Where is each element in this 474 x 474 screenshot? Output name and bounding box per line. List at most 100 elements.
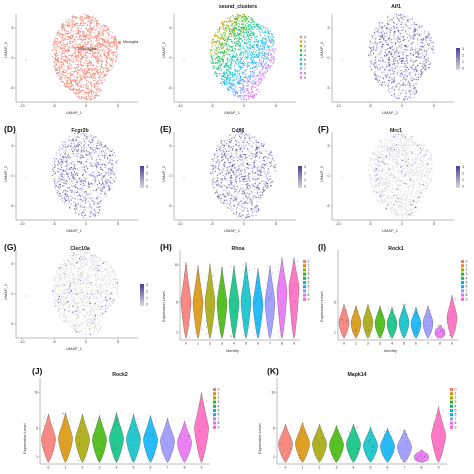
umap-point [93, 52, 95, 55]
umap-point [59, 72, 61, 74]
umap-point [413, 92, 415, 94]
umap-point [375, 77, 377, 79]
umap-point [397, 94, 399, 96]
umap-point [97, 71, 99, 73]
umap-point [233, 77, 235, 79]
umap-point [96, 92, 98, 94]
umap-point [88, 20, 90, 22]
umap-point [106, 44, 108, 46]
umap-point [59, 177, 61, 179]
umap-point [69, 74, 71, 76]
umap-point [432, 42, 434, 44]
umap-point [113, 40, 116, 42]
umap-point [248, 38, 250, 40]
umap-point [229, 18, 231, 20]
umap-point [55, 50, 58, 52]
umap-point [429, 42, 431, 45]
umap-point [234, 48, 237, 50]
umap-point [81, 40, 83, 42]
umap-point [55, 158, 58, 160]
umap-point [79, 200, 81, 202]
umap-point [73, 161, 75, 163]
umap-point [54, 49, 56, 51]
umap-point [406, 45, 408, 47]
umap-point [225, 83, 227, 85]
umap-point [112, 65, 114, 67]
umap-point [394, 31, 396, 34]
umap-point [93, 84, 95, 86]
umap-point [241, 95, 244, 97]
umap-point [387, 21, 389, 23]
umap-point [109, 63, 111, 65]
umap-point [75, 23, 77, 26]
umap-point [87, 42, 89, 44]
umap-point [84, 45, 87, 48]
umap-point [379, 50, 382, 52]
umap-point [213, 35, 216, 38]
umap-point [102, 34, 104, 37]
umap-point [61, 27, 63, 29]
umap-point [77, 92, 79, 94]
umap-point [393, 26, 395, 28]
umap-point [413, 90, 415, 93]
umap-point [381, 33, 383, 35]
x-tick-label: 0 [85, 222, 87, 226]
umap-point [230, 38, 232, 40]
umap-point [231, 88, 233, 90]
umap-point [105, 49, 107, 51]
umap-point [52, 44, 54, 47]
umap-point [100, 25, 102, 27]
umap-point [426, 54, 428, 56]
umap-point [90, 31, 92, 33]
umap-point [424, 44, 426, 47]
umap-point [400, 73, 402, 75]
umap-point [242, 13, 244, 15]
umap-point [407, 46, 409, 48]
umap-point [257, 88, 259, 90]
umap-point [96, 179, 98, 181]
umap-point [382, 22, 384, 24]
umap-point [71, 26, 73, 28]
umap-point [393, 93, 395, 95]
umap-point [403, 98, 405, 100]
umap-point [85, 73, 87, 75]
umap-point [237, 33, 239, 35]
umap-point [400, 58, 403, 60]
umap-point [248, 25, 250, 27]
umap-point [64, 54, 66, 57]
umap-point [235, 26, 237, 29]
umap-point [240, 52, 242, 54]
umap-point [93, 73, 95, 75]
umap-point [389, 47, 391, 49]
umap-point [77, 31, 80, 33]
umap-point [85, 180, 87, 182]
umap-point [249, 58, 251, 61]
umap-point [386, 29, 388, 31]
umap-point [272, 36, 274, 38]
umap-point [62, 70, 65, 72]
umap-point [433, 48, 435, 50]
umap-point [235, 76, 237, 78]
umap-point [235, 70, 237, 72]
umap-point [97, 62, 99, 64]
umap-point [105, 185, 107, 187]
umap-point [113, 44, 115, 47]
umap-point [400, 47, 402, 49]
umap-point [375, 33, 377, 35]
umap-point [226, 69, 229, 71]
umap-point [90, 34, 92, 36]
umap-point [386, 28, 388, 30]
umap-point [83, 97, 85, 99]
umap-point [230, 67, 232, 69]
umap-point [252, 91, 254, 93]
umap-point [264, 72, 266, 74]
umap-point [389, 89, 391, 91]
umap-point [408, 25, 410, 27]
umap-point [392, 62, 394, 64]
umap-point [243, 76, 246, 79]
umap-point [67, 65, 69, 67]
umap-point [231, 58, 233, 61]
umap-point [384, 54, 386, 56]
umap-point [271, 49, 273, 51]
umap-point [73, 171, 75, 173]
